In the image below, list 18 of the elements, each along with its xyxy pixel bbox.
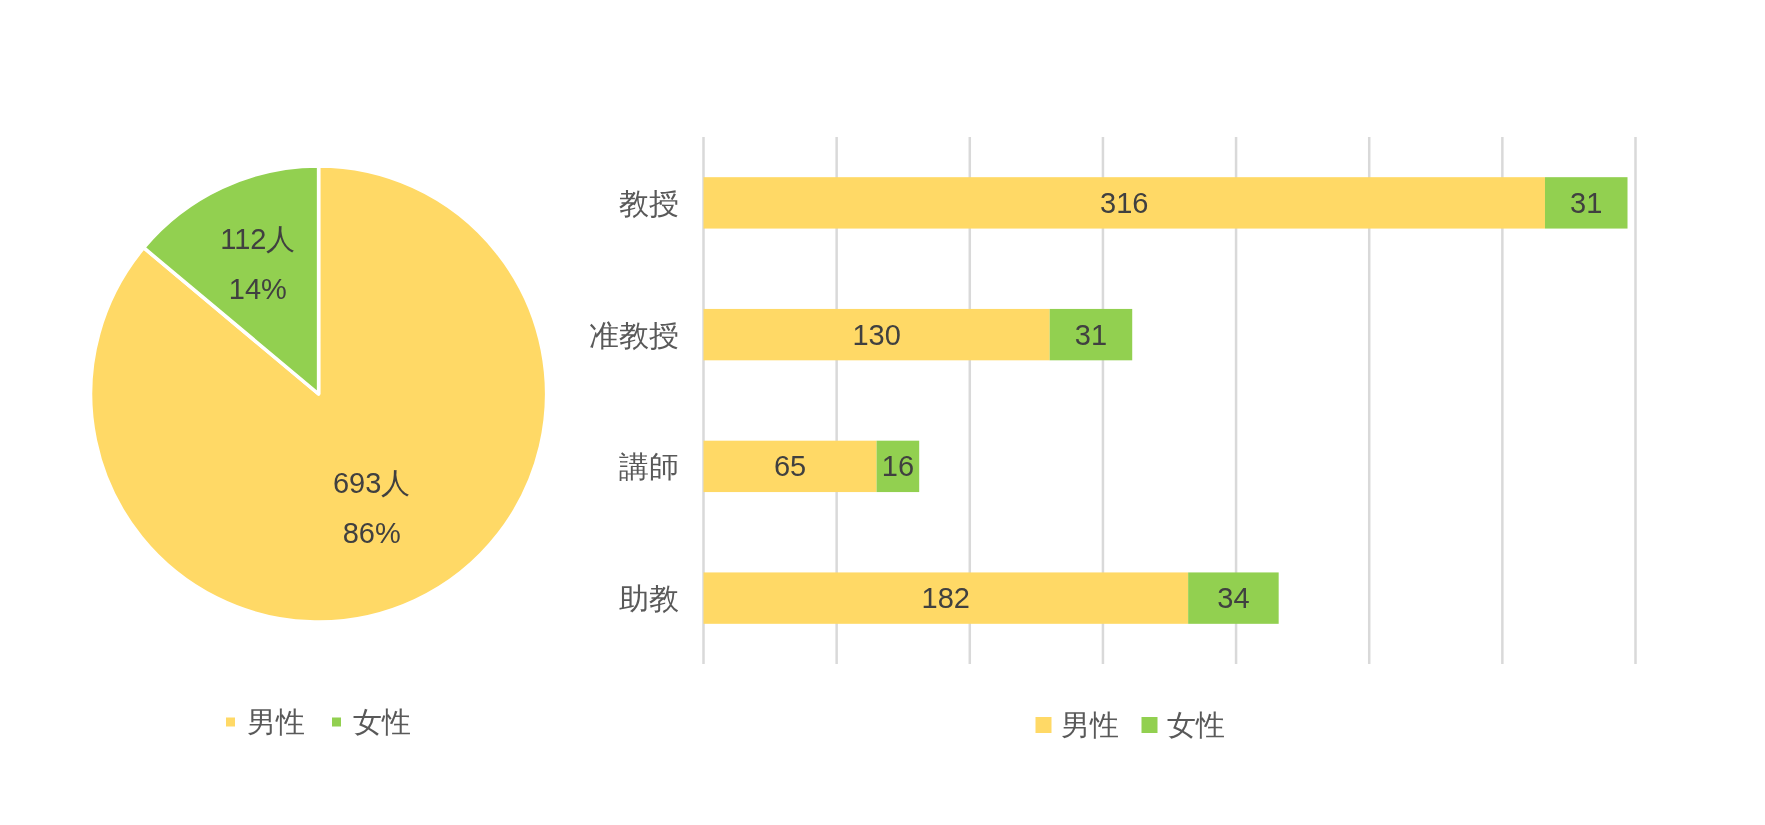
data-label: 31 bbox=[1570, 186, 1603, 219]
legend-label: 男性 bbox=[1060, 709, 1119, 741]
data-label: 65 bbox=[773, 450, 807, 483]
data-label: 182 bbox=[921, 582, 970, 615]
category-label: 教授 bbox=[618, 186, 679, 220]
data-label: 316 bbox=[1100, 186, 1149, 219]
legend-label: 女性 bbox=[1166, 709, 1225, 741]
category-label: 講師 bbox=[618, 449, 679, 483]
data-label: 112人 14% bbox=[220, 222, 296, 305]
data-label: 130 bbox=[852, 318, 901, 351]
category-label: 助教 bbox=[618, 581, 679, 615]
legend-label: 男性 bbox=[247, 706, 305, 738]
legend-label: 女性 bbox=[353, 706, 411, 738]
data-label: 34 bbox=[1217, 582, 1250, 615]
data-label: 16 bbox=[881, 450, 914, 483]
category-label: 准教授 bbox=[588, 318, 679, 352]
data-label: 693人 86% bbox=[333, 466, 411, 549]
data-label: 31 bbox=[1074, 318, 1108, 351]
